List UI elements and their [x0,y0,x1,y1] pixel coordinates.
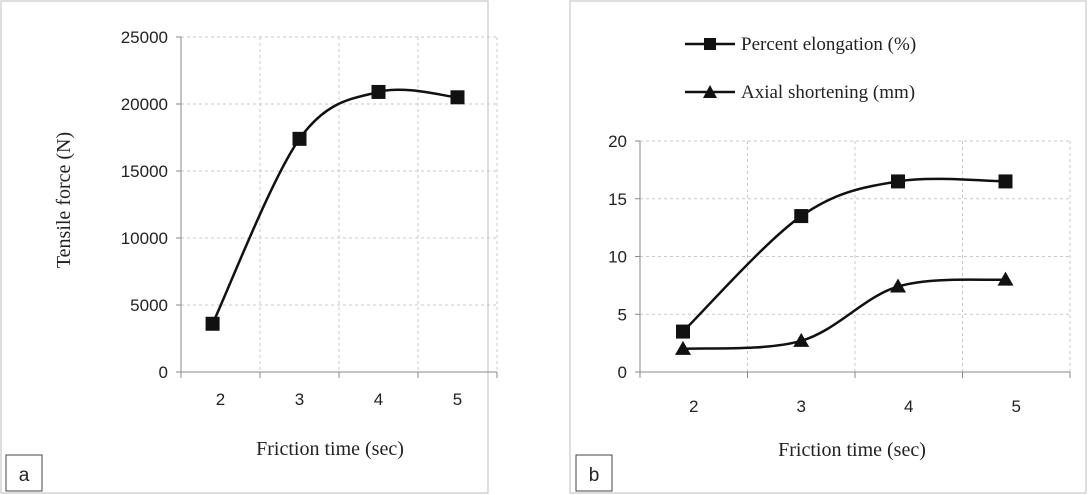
y-tick-label: 15000 [121,162,168,181]
data-point-square [998,174,1013,189]
panel-b-series [675,174,1014,355]
panel-b-label: b [589,465,600,486]
legend-label-percent-elongation: Percent elongation (%) [741,34,916,55]
panel-b-x-tick-labels: 2 3 4 5 [689,397,1021,416]
y-tick-label: 5 [618,305,627,324]
x-tick-label: 4 [374,390,383,409]
x-tick-label: 2 [216,390,225,409]
panel-b: 0 5 10 15 20 2 3 4 5 Percent elongation (%) Axi… [569,0,1087,494]
legend-triangle-marker [703,85,717,98]
panel-b-axes [635,140,1071,378]
panel-a-label: a [19,465,30,486]
data-point-square [371,84,386,99]
data-point-square [450,90,465,105]
x-tick-label: 5 [1012,397,1021,416]
legend-item-percent-elongation: Percent elongation (%) [685,34,916,55]
data-point-triangle [675,340,691,355]
series-line [682,278,1006,351]
panel-a-y-axis-title: Tensile force (N) [53,132,75,268]
data-point-square [676,324,690,339]
y-tick-label: 0 [159,363,168,382]
panel-a: 0 5000 10000 15000 20000 25000 2 3 4 5 Tensile f… [0,0,498,494]
data-point-square [292,131,307,146]
panel-a-axes [176,36,498,378]
panel-b-frame [569,0,1087,494]
y-tick-label: 15 [608,190,627,209]
legend-item-axial-shortening: Axial shortening (mm) [685,82,915,103]
y-tick-label: 20000 [121,95,168,114]
legend-square-marker [704,38,716,50]
panel-b-y-tick-labels: 0 5 10 15 20 [608,132,627,382]
series-line [211,88,458,325]
data-point-square [891,174,905,189]
panel-a-x-tick-labels: 2 3 4 5 [216,390,462,409]
panel-a-series [205,84,465,331]
data-point-square [205,316,220,331]
panel-b-label-box [575,454,613,492]
panel-a-x-axis-title: Friction time (sec) [256,438,404,460]
y-tick-label: 20 [608,132,627,151]
x-tick-label: 4 [904,397,913,416]
y-tick-label: 0 [618,363,627,382]
panel-b-legend: Percent elongation (%) Axial shortening … [685,34,916,103]
series-line [682,177,1006,333]
x-tick-label: 3 [797,397,806,416]
data-point-square [794,209,809,224]
data-point-triangle [890,278,906,293]
y-tick-label: 25000 [121,28,168,47]
legend-label-axial-shortening: Axial shortening (mm) [741,82,915,103]
data-point-triangle [793,332,810,347]
panel-a-y-tick-labels: 0 5000 10000 15000 20000 25000 [121,28,168,382]
x-tick-label: 3 [295,390,304,409]
y-tick-label: 10 [608,248,627,267]
panel-a-label-box [5,454,43,492]
data-point-triangle [997,271,1014,286]
x-tick-label: 2 [689,397,698,416]
y-tick-label: 5000 [130,296,168,315]
y-tick-label: 10000 [121,229,168,248]
x-tick-label: 5 [453,390,462,409]
panel-b-x-axis-title: Friction time (sec) [778,439,926,461]
